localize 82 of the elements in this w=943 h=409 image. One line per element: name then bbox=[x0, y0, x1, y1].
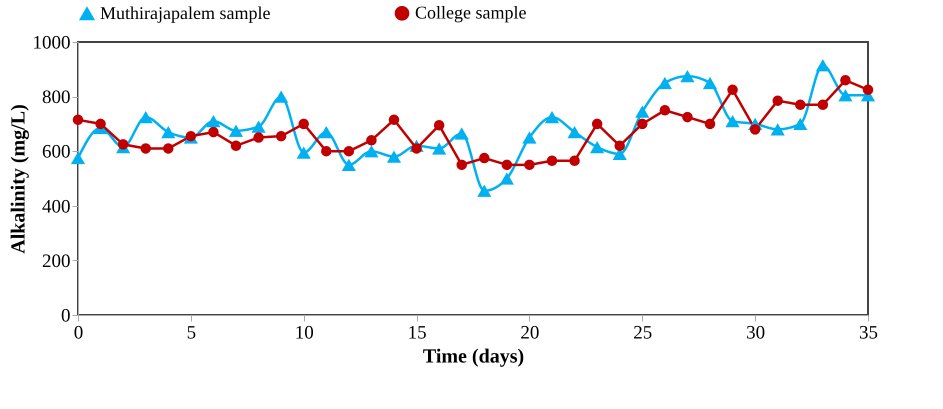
point bbox=[319, 126, 334, 138]
point bbox=[704, 118, 716, 130]
point bbox=[230, 140, 242, 151]
y-tick-label: 400 bbox=[42, 196, 70, 218]
point bbox=[95, 118, 106, 130]
point bbox=[206, 115, 220, 128]
point bbox=[568, 126, 582, 138]
x-tick-label: 15 bbox=[408, 322, 427, 344]
y-tick-label: 800 bbox=[42, 87, 70, 108]
point bbox=[479, 152, 490, 164]
point bbox=[228, 124, 244, 137]
point bbox=[726, 115, 740, 128]
point bbox=[522, 131, 536, 144]
point bbox=[253, 132, 264, 143]
point bbox=[816, 59, 830, 72]
point bbox=[344, 146, 354, 156]
x-axis-title: Time (days) bbox=[422, 346, 524, 368]
point bbox=[682, 112, 693, 122]
y-tick-label: 200 bbox=[42, 250, 70, 272]
point bbox=[208, 126, 219, 138]
point bbox=[500, 172, 514, 185]
point bbox=[840, 74, 851, 86]
point bbox=[366, 135, 377, 146]
point bbox=[321, 146, 332, 156]
x-tick-label: 35 bbox=[859, 322, 878, 344]
point bbox=[750, 124, 760, 135]
point bbox=[276, 130, 286, 142]
point bbox=[635, 105, 650, 118]
point bbox=[118, 139, 128, 150]
point bbox=[72, 114, 84, 126]
point bbox=[838, 89, 852, 102]
point bbox=[660, 105, 670, 116]
point bbox=[252, 120, 266, 133]
point bbox=[862, 84, 874, 96]
y-tick-label: 0 bbox=[61, 306, 70, 326]
point bbox=[163, 143, 174, 154]
point bbox=[386, 150, 402, 163]
point bbox=[680, 70, 694, 82]
legend-label: Muthirajapalem sample bbox=[100, 2, 270, 23]
point bbox=[772, 95, 783, 106]
y-axis-title: Alkalinity (mg/L) bbox=[8, 104, 30, 254]
point bbox=[477, 184, 492, 197]
point bbox=[140, 143, 151, 154]
point bbox=[546, 156, 558, 166]
point bbox=[454, 127, 469, 140]
point bbox=[592, 118, 602, 130]
x-tick-label: 0 bbox=[74, 322, 84, 344]
point bbox=[434, 120, 444, 130]
x-tick-label: 20 bbox=[520, 322, 540, 344]
point bbox=[658, 76, 672, 90]
point bbox=[364, 145, 378, 158]
y-tick-label: 1000 bbox=[32, 32, 70, 54]
point bbox=[727, 84, 738, 96]
point bbox=[138, 110, 153, 124]
x-tick-label: 25 bbox=[633, 322, 652, 344]
point bbox=[432, 142, 446, 155]
point bbox=[770, 123, 785, 136]
point bbox=[795, 100, 806, 110]
point bbox=[388, 114, 400, 126]
point bbox=[590, 140, 604, 154]
point bbox=[524, 160, 535, 170]
point bbox=[342, 158, 356, 171]
legend-label: College sample bbox=[415, 2, 526, 22]
point bbox=[614, 140, 625, 151]
x-tick-label: 10 bbox=[294, 322, 314, 344]
y-tick-label: 600 bbox=[42, 142, 70, 163]
point bbox=[793, 118, 808, 130]
point bbox=[296, 146, 311, 159]
point bbox=[569, 156, 580, 166]
point bbox=[456, 160, 467, 170]
point bbox=[274, 90, 288, 103]
x-tick-label: 30 bbox=[746, 322, 766, 344]
point bbox=[637, 118, 648, 130]
point bbox=[70, 152, 86, 164]
point bbox=[298, 118, 309, 130]
point bbox=[818, 100, 828, 110]
point bbox=[186, 130, 196, 142]
x-tick-label: 5 bbox=[186, 322, 196, 344]
point bbox=[702, 76, 718, 90]
point bbox=[502, 160, 512, 170]
point bbox=[544, 110, 560, 124]
point bbox=[161, 126, 176, 138]
